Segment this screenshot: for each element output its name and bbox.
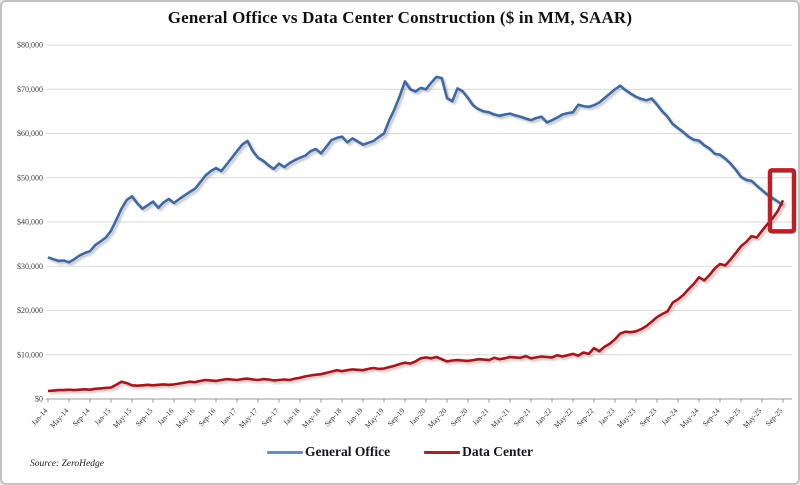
y-axis-tick-label: $80,000	[17, 41, 43, 50]
x-axis-tick-label: Sep-25	[764, 406, 785, 428]
x-axis-tick-label: May-14	[48, 406, 71, 430]
x-axis-tick-label: Sep-24	[701, 406, 722, 428]
legend-label: General Office	[305, 444, 391, 459]
y-axis-tick-label: $10,000	[17, 350, 43, 359]
x-axis-tick-label: May-17	[237, 406, 260, 430]
y-axis-tick-label: $20,000	[17, 306, 43, 315]
source-note: Source: ZeroHedge	[30, 459, 104, 469]
x-axis-tick-label: Sep-18	[323, 406, 344, 428]
x-axis-tick-label: May-21	[489, 406, 512, 430]
y-axis-tick-label: $0	[35, 395, 43, 404]
x-axis-tick-label: Sep-23	[638, 406, 659, 428]
x-axis-tick-label: May-23	[615, 406, 638, 430]
x-axis-tick-label: Sep-22	[575, 406, 596, 428]
y-axis-tick-label: $60,000	[17, 129, 43, 138]
x-axis-tick-label: Sep-19	[386, 406, 407, 428]
x-axis-tick-label: May-25	[741, 406, 764, 430]
x-axis-tick-label: Sep-21	[512, 406, 533, 428]
x-axis-tick-label: May-20	[426, 406, 449, 430]
x-axis-tick-label: Sep-17	[260, 406, 281, 428]
chart-title: General Office vs Data Center Constructi…	[167, 8, 633, 27]
x-axis-tick-label: May-24	[678, 406, 701, 430]
legend-item: General Office	[267, 444, 390, 460]
x-axis-tick-label: May-15	[111, 406, 134, 430]
legend-line-swatch	[424, 450, 461, 454]
y-axis-tick-label: $30,000	[17, 262, 43, 271]
x-axis-tick-label: May-22	[552, 406, 575, 430]
legend-item: Data Center	[424, 444, 533, 460]
x-axis-tick-label: May-16	[174, 406, 197, 430]
legend-line-swatch	[267, 450, 304, 454]
x-axis-tick-label: May-19	[363, 406, 386, 430]
y-axis-tick-label: $50,000	[17, 173, 43, 182]
x-axis-tick-label: Sep-16	[197, 406, 218, 428]
y-axis-tick-label: $70,000	[17, 85, 43, 94]
general-office-line	[47, 75, 784, 264]
y-axis-tick-label: $40,000	[17, 218, 43, 227]
x-axis-tick-label: May-18	[300, 406, 323, 430]
data-center-line	[47, 199, 785, 393]
crossover-highlight-box	[767, 168, 797, 234]
legend-label: Data Center	[462, 444, 533, 459]
x-axis-tick-label: Sep-15	[134, 406, 155, 428]
x-axis-tick-label: Sep-14	[71, 406, 92, 428]
x-axis-tick-label: Sep-20	[449, 406, 470, 428]
legend: General Office Data Center	[2, 444, 798, 460]
